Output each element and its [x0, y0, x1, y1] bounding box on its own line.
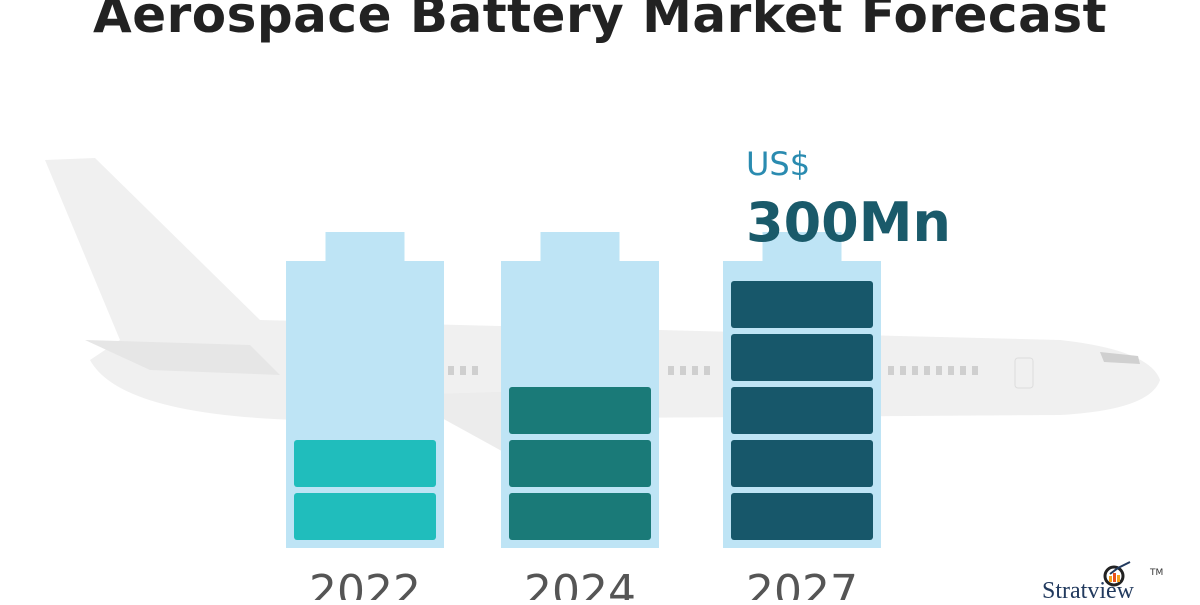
battery-segment-2027 [731, 281, 873, 328]
battery-segment-2022 [294, 440, 436, 487]
magnifier-chart-icon [1103, 561, 1131, 587]
battery-segment-2022 [294, 493, 436, 540]
year-label-2022: 2022 [309, 566, 421, 600]
page-title: Aerospace Battery Market Forecast [93, 0, 1107, 44]
battery-segment-2024 [509, 493, 651, 540]
battery-cap [325, 232, 405, 261]
logo-tm: TM [1150, 568, 1164, 578]
battery-cap [540, 232, 620, 261]
year-label-2027: 2027 [746, 566, 858, 600]
battery-segment-2024 [509, 440, 651, 487]
battery-segment-2027 [731, 334, 873, 381]
forecast-callout: US$ 300Mn [746, 145, 951, 254]
battery-segment-2027 [731, 493, 873, 540]
battery-segment-2024 [509, 387, 651, 434]
stratview-logo: Stratview TM [1042, 561, 1164, 604]
year-label-2024: 2024 [524, 566, 636, 600]
battery-cap [762, 232, 842, 261]
battery-segment-2027 [731, 440, 873, 487]
battery-segment-2027 [731, 387, 873, 434]
logo-text: Stratview [1042, 578, 1134, 604]
